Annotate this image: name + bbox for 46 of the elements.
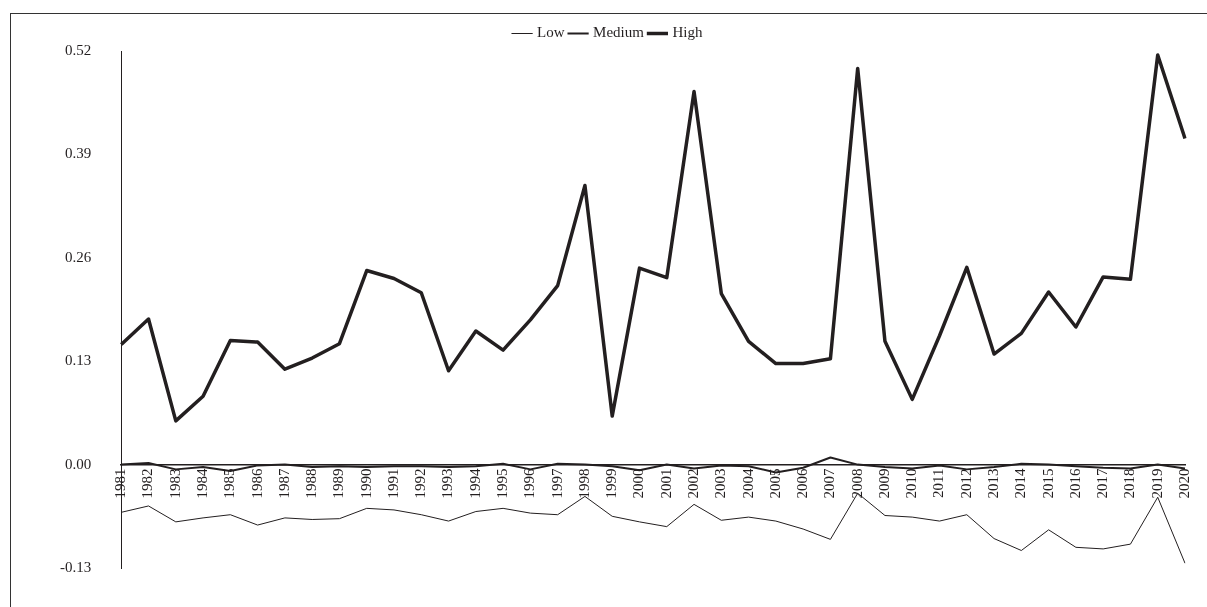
x-tick-label: 2018 (1121, 468, 1138, 499)
x-tick-label: 2014 (1012, 468, 1029, 499)
x-tick-label: 2010 (903, 468, 920, 499)
y-tick-label: 0.39 (65, 145, 92, 162)
x-tick-label: 1982 (139, 468, 156, 499)
x-tick-label: 1990 (357, 468, 374, 499)
x-tick-label: 2008 (848, 468, 865, 499)
x-tick-label: 2003 (712, 468, 729, 499)
x-tick-label: 1994 (466, 468, 483, 499)
x-tick-label: 1988 (303, 468, 320, 499)
x-tick-label: 2020 (1175, 468, 1192, 499)
y-tick-label: 0.26 (65, 248, 92, 265)
x-tick-label: 2013 (985, 468, 1002, 499)
legend-label: Medium (593, 24, 645, 41)
x-tick-label: 1984 (194, 468, 211, 499)
x-tick-label: 1983 (166, 468, 183, 499)
x-tick-label: 1992 (412, 468, 429, 499)
legend-label: Low (537, 24, 565, 41)
x-tick-label: 1989 (330, 468, 347, 499)
x-tick-label: 1996 (521, 468, 538, 499)
x-tick-label: 1999 (603, 468, 620, 499)
y-tick-label: 0.52 (65, 41, 92, 58)
x-tick-label: 2016 (1066, 468, 1083, 499)
x-tick-label: 2015 (1039, 468, 1056, 499)
x-tick-label: 2012 (957, 468, 974, 499)
x-tick-label: 1986 (248, 468, 265, 499)
x-tick-label: 1991 (384, 468, 401, 499)
x-tick-label: 2002 (684, 468, 701, 499)
x-tick-label: 2017 (1094, 468, 1111, 499)
x-tick-label: 2009 (875, 468, 892, 499)
y-tick-label: -0.13 (60, 558, 92, 575)
x-tick-label: 2007 (821, 468, 838, 499)
x-tick-label: 2005 (766, 468, 783, 499)
x-tick-label: 2001 (657, 468, 674, 499)
y-tick-label: 0.13 (65, 352, 92, 369)
y-tick-label: 0.00 (65, 455, 92, 472)
x-tick-label: 1998 (575, 468, 592, 499)
x-tick-label: 2011 (930, 468, 947, 499)
x-tick-label: 1997 (548, 468, 565, 499)
x-tick-label: 1987 (275, 468, 292, 499)
x-tick-label: 2019 (1148, 468, 1165, 499)
x-tick-label: 1995 (494, 468, 511, 499)
x-tick-label: 2006 (794, 468, 811, 499)
legend-label: High (672, 24, 703, 41)
x-tick-label: 2004 (739, 468, 756, 499)
x-tick-label: 1993 (439, 468, 456, 499)
